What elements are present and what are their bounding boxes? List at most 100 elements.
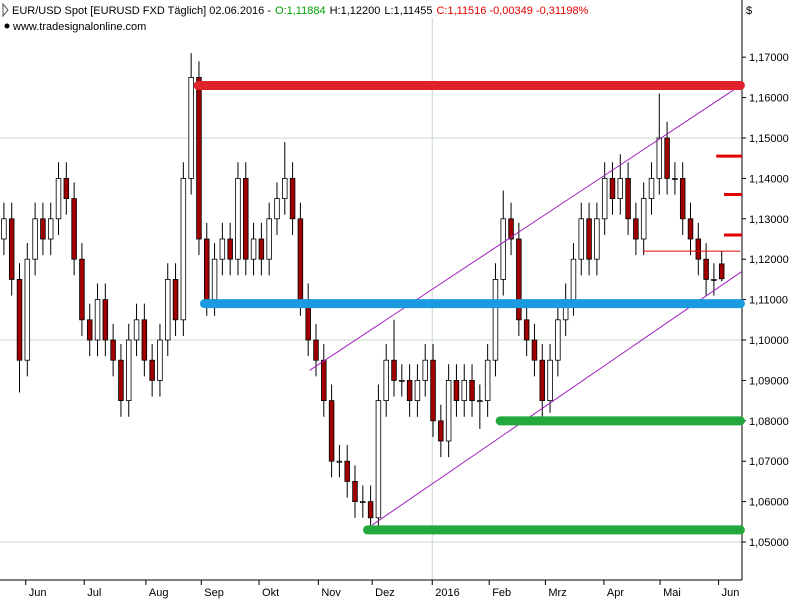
candle-body: [274, 198, 280, 220]
candle-body: [289, 177, 296, 220]
y-tick-label: 1,15000: [749, 133, 789, 145]
candle-body: [94, 299, 101, 341]
y-unit: $: [746, 5, 752, 17]
candle-body: [219, 238, 226, 260]
candle-body: [180, 177, 187, 321]
candle-body: [430, 359, 436, 422]
candle-body: [86, 319, 93, 341]
candle-body: [539, 359, 546, 402]
candle-body: [406, 380, 413, 402]
candle-body: [1, 218, 7, 240]
candle-body: [360, 501, 366, 504]
candle-body: [352, 481, 358, 503]
title-marker: [2, 2, 9, 18]
y-tick-label: 1,07000: [749, 456, 789, 468]
candle-body: [235, 177, 241, 260]
candle-body: [188, 76, 194, 179]
candle-body: [383, 359, 389, 402]
x-tick-label: 2016: [435, 587, 459, 599]
x-tick-label: Feb: [492, 587, 511, 599]
candle-body: [438, 420, 444, 442]
candle-body: [32, 218, 38, 260]
candle-body: [516, 238, 522, 321]
x-tick-label: Aug: [149, 587, 169, 599]
x-tick-label: Sep: [204, 587, 224, 599]
candle-body: [594, 218, 600, 260]
candle-body: [282, 177, 288, 199]
candle-body: [648, 177, 655, 199]
candle-body: [617, 177, 624, 199]
x-tick-label: Jul: [87, 587, 101, 599]
title-part: L:1,11455: [384, 5, 432, 17]
x-tick-label: Jun: [722, 587, 740, 599]
candle-body: [399, 380, 405, 382]
candle-body: [40, 218, 46, 240]
candle-body: [695, 238, 702, 260]
y-tick-label: 1,05000: [749, 537, 789, 549]
candle-body: [461, 380, 467, 402]
channel-line: [309, 85, 741, 371]
candle-body: [165, 279, 171, 341]
x-tick-label: Nov: [321, 587, 341, 599]
y-tick-label: 1,06000: [749, 497, 789, 509]
candle-body: [633, 218, 639, 240]
bullet: [4, 23, 10, 29]
chart-title: EUR/USD Spot [EURUSD FXD Täglich] 02.06.…: [12, 5, 589, 17]
y-tick-label: 1,09000: [749, 375, 789, 387]
candle-body: [375, 400, 382, 519]
candle-body: [672, 177, 678, 180]
candle-body: [664, 137, 670, 179]
subtitle: www.tradesignalonline.com: [12, 21, 146, 33]
candle-body: [227, 238, 233, 260]
title-part: O:1,11884: [275, 5, 326, 17]
candle-body: [250, 238, 257, 260]
y-tick-label: 1,10000: [749, 335, 789, 347]
candle-body: [523, 319, 530, 341]
x-tick-label: Dez: [375, 587, 395, 599]
candle-body: [422, 359, 428, 381]
candle-body: [601, 177, 608, 220]
candle-body: [570, 258, 577, 301]
candle-body: [118, 359, 124, 402]
x-tick-label: Mrz: [548, 587, 566, 599]
candle-body: [640, 198, 647, 240]
title-part: C:1,11516 -0,00349 -0,31198%: [436, 5, 588, 17]
candle-body: [703, 258, 709, 280]
title-part: H:1,12200: [330, 5, 381, 17]
candle-body: [328, 400, 335, 462]
candle-body: [24, 258, 31, 361]
candle-body: [711, 279, 717, 281]
candle-body: [469, 380, 475, 402]
candle-body: [578, 218, 585, 260]
candle-body: [297, 218, 304, 301]
candle-body: [367, 501, 374, 519]
candle-body: [609, 177, 616, 199]
candle-body: [8, 218, 15, 280]
candle-body: [102, 299, 109, 341]
candle-body: [141, 319, 148, 361]
candle-body: [172, 279, 179, 321]
candle-body: [125, 339, 132, 402]
candle-body: [157, 339, 163, 381]
candle-body: [258, 238, 265, 260]
candle-body: [63, 177, 70, 199]
candle-body: [687, 218, 694, 240]
candle-body: [547, 359, 553, 402]
candle-body: [718, 263, 725, 280]
candle-body: [555, 319, 561, 361]
candle-body: [110, 339, 116, 361]
candle-body: [149, 359, 155, 381]
candle-body: [477, 400, 483, 403]
candle-body: [79, 258, 85, 321]
candle-body: [133, 319, 140, 341]
y-tick-label: 1,11000: [749, 295, 788, 307]
candle-body: [55, 177, 62, 220]
y-tick-label: 1,17000: [749, 52, 789, 64]
y-tick-label: 1,13000: [749, 214, 789, 226]
candle-body: [531, 339, 538, 361]
channel-line: [371, 270, 743, 526]
candle-body: [484, 359, 491, 402]
title-part: EUR/USD Spot [EURUSD FXD Täglich] 02.06.…: [12, 5, 271, 17]
candle-body: [500, 218, 506, 280]
